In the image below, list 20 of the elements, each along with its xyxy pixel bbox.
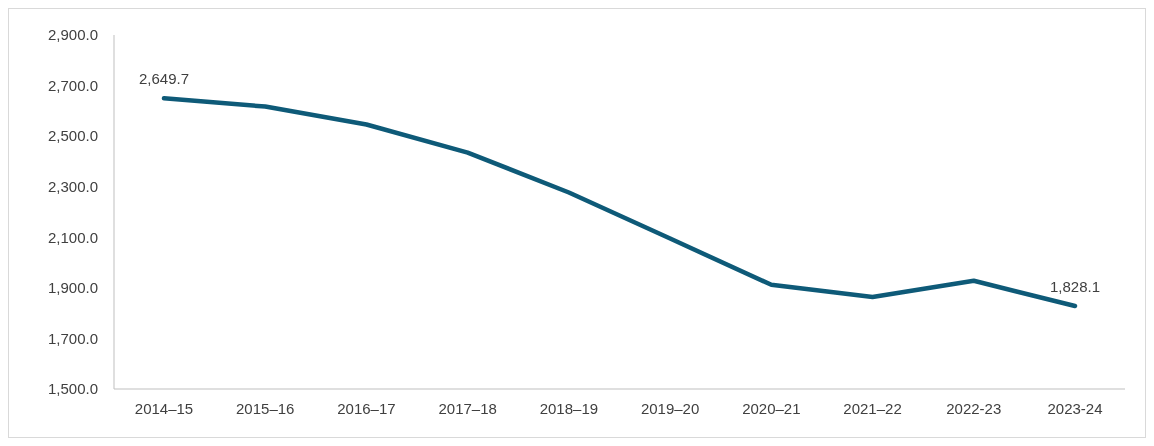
y-tick-label: 1,700.0 xyxy=(47,329,98,347)
x-tick-label: 2017–18 xyxy=(438,399,497,417)
y-tick-label: 2,900.0 xyxy=(47,26,98,44)
x-tick-label: 2023-24 xyxy=(1047,399,1103,417)
x-tick-label: 2018–19 xyxy=(539,399,599,417)
y-tick-label: 1,900.0 xyxy=(47,279,98,297)
x-tick-label: 2016–17 xyxy=(337,399,396,417)
x-tick-label: 2020–21 xyxy=(742,399,801,417)
y-tick-label: 2,100.0 xyxy=(47,228,98,246)
x-tick-label: 2021–22 xyxy=(843,399,902,417)
x-tick-label: 2022-23 xyxy=(946,399,1002,417)
y-tick-label: 2,500.0 xyxy=(47,127,98,145)
data-label: 1,828.1 xyxy=(1049,278,1101,296)
y-tick-label: 1,500.0 xyxy=(47,380,98,398)
x-tick-label: 2019–20 xyxy=(640,399,700,417)
x-tick-label: 2015–16 xyxy=(236,399,295,417)
y-tick-label: 2,700.0 xyxy=(47,76,98,94)
x-tick-label: 2014–15 xyxy=(134,399,194,417)
y-tick-label: 2,300.0 xyxy=(47,178,98,196)
data-label: 2,649.7 xyxy=(138,70,190,88)
